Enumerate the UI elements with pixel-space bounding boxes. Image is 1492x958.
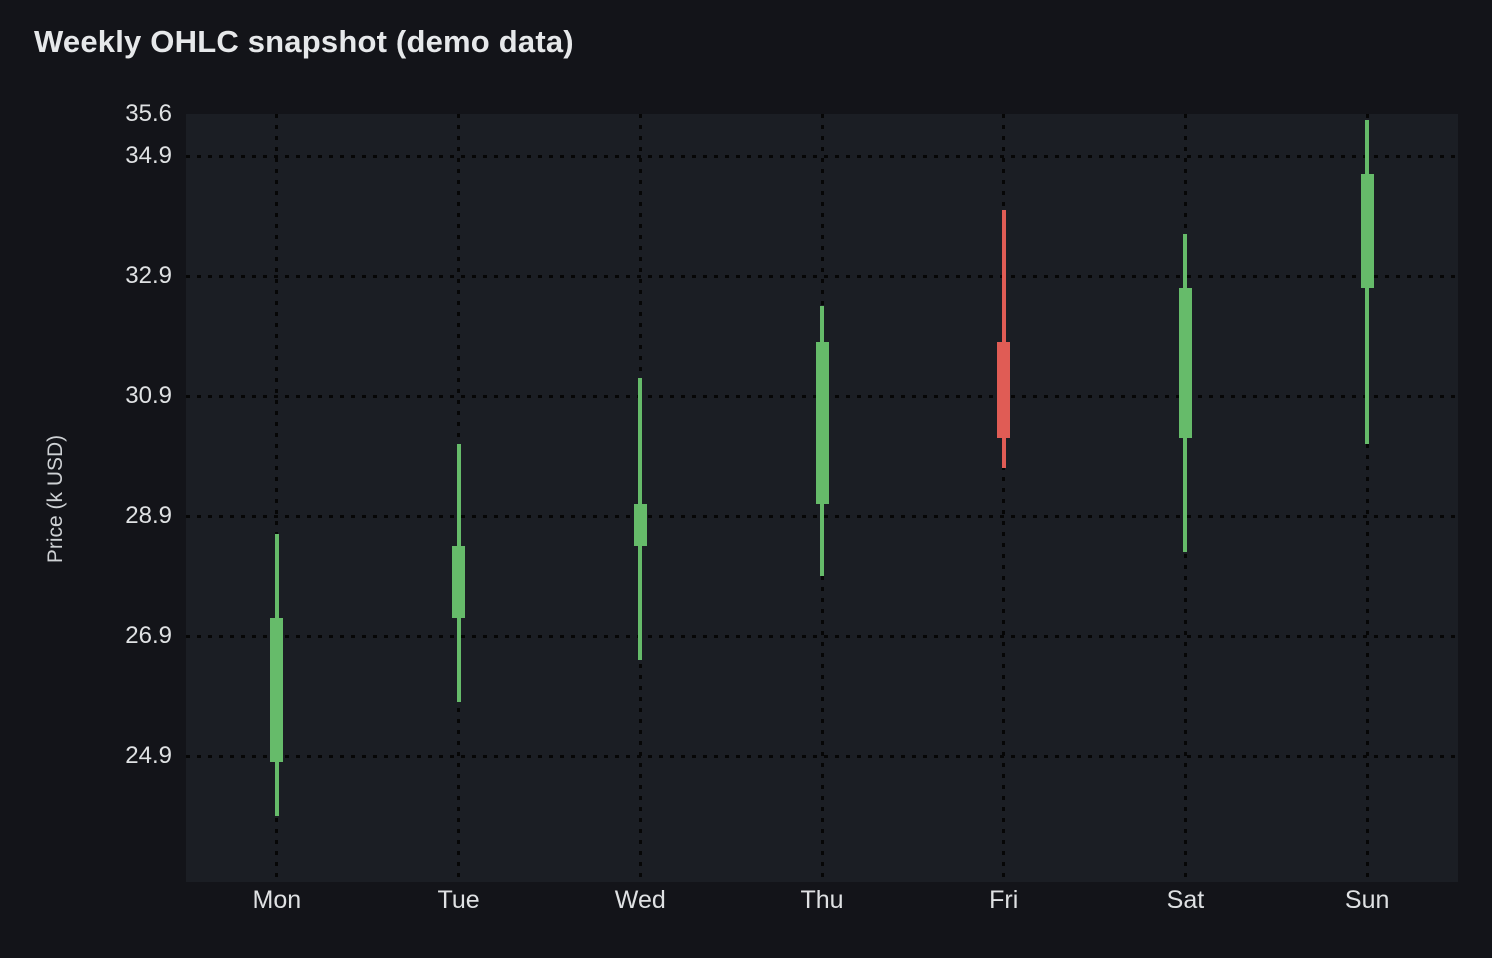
x-tick-fri: Fri [989, 886, 1019, 914]
y-tick-35.6: 35.6 [125, 100, 172, 127]
v-gridline-mon [275, 114, 279, 882]
candle-body-tue[interactable] [452, 546, 466, 618]
candle-body-sun[interactable] [1360, 174, 1374, 288]
x-tick-tue: Tue [437, 886, 480, 914]
candle-body-thu[interactable] [815, 342, 829, 504]
y-tick-30.9: 30.9 [125, 382, 172, 409]
plot-area [186, 114, 1458, 882]
v-gridline-sun [1365, 114, 1369, 882]
candle-wick-fri [1001, 210, 1006, 468]
y-tick-32.9: 32.9 [125, 262, 172, 289]
candle-body-fri[interactable] [997, 342, 1011, 438]
x-tick-thu: Thu [800, 886, 844, 914]
candle-body-mon[interactable] [270, 618, 284, 762]
x-tick-wed: Wed [614, 886, 666, 914]
candle-body-sat[interactable] [1178, 288, 1192, 438]
y-tick-28.9: 28.9 [125, 502, 172, 529]
chart-title: Weekly OHLC snapshot (demo data) [34, 24, 574, 59]
candle-body-wed[interactable] [633, 504, 647, 546]
y-tick-24.9: 24.9 [125, 742, 172, 769]
v-gridline-fri [1002, 114, 1006, 882]
y-tick-34.9: 34.9 [125, 142, 172, 169]
x-tick-sat: Sat [1166, 886, 1205, 914]
x-tick-sun: Sun [1344, 886, 1390, 914]
y-tick-26.9: 26.9 [125, 622, 172, 649]
x-tick-mon: Mon [252, 886, 302, 914]
